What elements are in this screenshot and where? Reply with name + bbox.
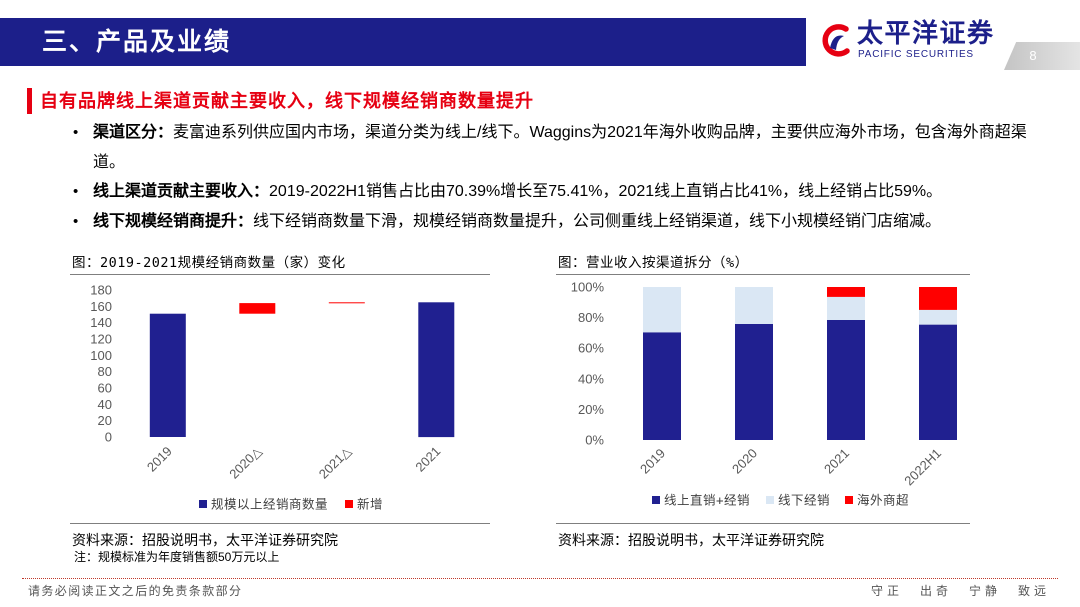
channel-chart-source: 资料来源：招股说明书，太平洋证券研究院 <box>558 532 824 548</box>
y-tick-label: 100% <box>571 280 605 295</box>
bullet-label: 渠道区分： <box>93 124 174 141</box>
logo-red-arc <box>822 24 850 57</box>
slide-title: 自有品牌线上渠道贡献主要收入，线下规模经销商数量提升 <box>40 91 534 111</box>
x-tick-label: 2020 <box>729 446 760 477</box>
brand-subtitle: PACIFIC SECURITIES <box>858 49 974 60</box>
footer-motto: 守正 出奇 宁静 致远 <box>870 584 1050 598</box>
footer-disclaimer: 请务必阅读正文之后的免责条款部分 <box>28 584 243 598</box>
overseas-supermarket-bar-2 <box>827 287 865 297</box>
revenue-channel-stacked-chart: 0% 20% 40% 60% 80% 100% 2019 2020 2021 2022H1 线上直销… <box>571 280 957 508</box>
x-tick-label: 2020△ <box>226 444 264 482</box>
channel-chart-bottom-rule <box>556 523 970 524</box>
brand-name: 太平洋证券 <box>857 18 995 48</box>
legend-label: 海外商超 <box>857 493 909 508</box>
y-tick-label: 100 <box>90 348 112 363</box>
bullet-text: 线下经销商数量下滑，规模经销商数量提升，公司侧重线上经销渠道，线下小规模经销门店… <box>253 212 942 230</box>
y-tick-label: 0 <box>105 430 112 445</box>
bullet-list: 渠道区分：麦富迪系列供应国内市场，渠道分类为线上/线下。Waggins为2021… <box>70 118 1032 236</box>
y-tick-label: 180 <box>90 283 112 298</box>
y-tick-label: 20 <box>98 413 112 428</box>
dealer-chart-caption: 图：2019-2021规模经销商数量（家）变化 <box>72 255 346 271</box>
y-tick-label: 80% <box>578 310 604 325</box>
online-channel-bar-0 <box>643 332 681 440</box>
title-marker <box>27 88 32 114</box>
y-tick-label: 140 <box>90 315 112 330</box>
legend-swatch <box>652 496 660 504</box>
x-tick-label: 2021△ <box>316 444 354 482</box>
channel-chart-top-rule <box>556 274 970 275</box>
logo-navy-wave <box>830 35 844 50</box>
y-tick-label: 120 <box>90 332 112 347</box>
x-tick-label: 2021 <box>821 446 852 477</box>
overseas-supermarket-bar-3 <box>919 287 957 310</box>
legend-label: 线下经销 <box>778 493 830 508</box>
pacific-securities-logo-icon <box>822 24 850 57</box>
dealer-chart-top-rule <box>70 274 490 275</box>
y-tick-label: 80 <box>98 364 112 379</box>
x-tick-label: 2022H1 <box>901 446 944 489</box>
legend-swatch <box>766 496 774 504</box>
legend-swatch <box>199 500 207 508</box>
online-channel-bar-2 <box>827 320 865 440</box>
x-tick-label: 2019 <box>637 446 668 477</box>
offline-channel-bar-3 <box>919 309 957 325</box>
dealer-count-bar-0 <box>149 313 186 437</box>
online-channel-bar-3 <box>919 324 957 440</box>
dealer-chart-note: 注：规模标准为年度销售额50万元以上 <box>74 550 280 564</box>
y-tick-label: 40% <box>578 371 604 386</box>
bullet-item-offline-dealers: 线下规模经销商提升：线下经销商数量下滑，规模经销商数量提升，公司侧重线上经销渠道… <box>70 207 1032 237</box>
x-tick-label: 2021 <box>412 444 443 475</box>
y-tick-label: 160 <box>90 299 112 314</box>
y-tick-label: 40 <box>98 397 112 412</box>
dealer-increase-bar-2 <box>328 302 365 304</box>
dealer-chart-source: 资料来源：招股说明书，太平洋证券研究院 <box>72 532 338 548</box>
channel-chart-caption: 图：营业收入按渠道拆分（%） <box>558 255 749 271</box>
offline-channel-bar-2 <box>827 296 865 320</box>
y-tick-label: 60% <box>578 341 604 356</box>
page-number: 8 <box>1029 48 1037 63</box>
x-tick-label: 2019 <box>144 444 175 475</box>
footer-rule <box>22 578 1058 579</box>
legend-label: 线上直销+经销 <box>664 493 750 508</box>
online-channel-bar-1 <box>735 324 773 440</box>
bullet-text: 麦富迪系列供应国内市场，渠道分类为线上/线下。Waggins为2021年海外收购… <box>93 124 1027 171</box>
bullet-text: 2019-2022H1销售占比由70.39%增长至75.41%，2021线上直销… <box>269 183 943 201</box>
bullet-label: 线上渠道贡献主要收入： <box>93 183 270 201</box>
dealer-count-bar-3 <box>418 302 455 438</box>
section-header-bar: 三、产品及业绩 <box>0 18 806 66</box>
legend-swatch <box>845 496 853 504</box>
bullet-label: 线下规模经销商提升： <box>93 212 254 230</box>
offline-channel-bar-1 <box>735 287 773 324</box>
bullet-item-online-revenue: 线上渠道贡献主要收入：2019-2022H1销售占比由70.39%增长至75.4… <box>70 177 1032 207</box>
legend-label: 规模以上经销商数量 <box>211 497 328 512</box>
dealer-increase-bar-1 <box>239 303 276 314</box>
offline-channel-bar-0 <box>643 287 681 333</box>
y-tick-label: 20% <box>578 402 604 417</box>
section-title: 三、产品及业绩 <box>42 28 232 56</box>
dealer-chart-bottom-rule <box>70 523 490 524</box>
bullet-item-channel-split: 渠道区分：麦富迪系列供应国内市场，渠道分类为线上/线下。Waggins为2021… <box>70 118 1032 177</box>
y-tick-label: 60 <box>98 381 112 396</box>
page-number-tab: 8 <box>1004 42 1080 70</box>
y-tick-label: 0% <box>585 433 604 448</box>
legend-swatch <box>345 500 353 508</box>
legend-label: 新增 <box>357 497 383 512</box>
